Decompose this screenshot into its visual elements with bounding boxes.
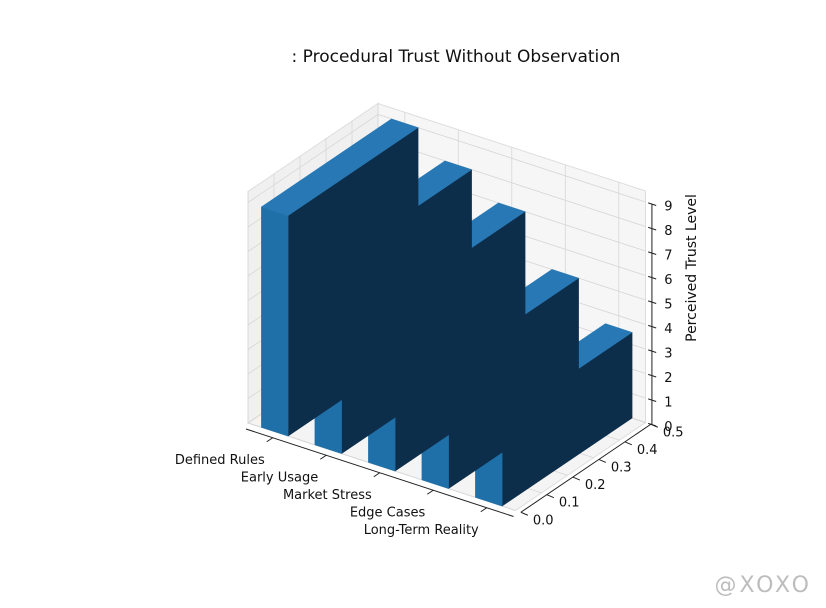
z-tick-label: 5 <box>664 298 672 313</box>
y-tick <box>650 423 659 428</box>
z-tick <box>648 202 657 206</box>
axes: 0 1 2 3 4 5 6 7 8 9 Defined Rules Early Usage Market… <box>175 200 684 538</box>
chart-title: : Procedural Trust Without Observation <box>292 47 621 67</box>
x-tick-label: Edge Cases <box>350 505 426 520</box>
z-tick <box>648 251 657 255</box>
z-tick <box>648 349 657 353</box>
z-tick-label: 1 <box>664 396 672 411</box>
y-tick <box>624 441 633 446</box>
z-tick <box>648 324 657 329</box>
z-tick <box>648 226 657 231</box>
z-tick <box>648 398 657 402</box>
y-tick <box>546 494 555 499</box>
x-tick <box>319 454 327 460</box>
x-tick <box>480 507 488 513</box>
x-tick-label: Market Stress <box>283 488 372 503</box>
z-tick-label: 0 <box>664 420 672 435</box>
x-tick <box>426 489 434 495</box>
z-tick-label: 6 <box>664 273 672 288</box>
y-tick-label: 0.1 <box>559 496 580 511</box>
z-tick-label: 9 <box>664 200 672 215</box>
z-tick-label: 3 <box>664 347 672 362</box>
y-tick-label: 0.4 <box>637 443 658 458</box>
y-tick <box>598 458 607 463</box>
bars <box>260 118 633 507</box>
x-tick <box>373 472 381 478</box>
y-tick <box>520 511 529 516</box>
z-tick <box>648 275 657 280</box>
bar-top-face <box>260 118 419 216</box>
y-tick-label: 0.0 <box>533 513 554 528</box>
y-tick-label: 0.2 <box>585 478 606 493</box>
watermark: @XOXO <box>714 573 812 598</box>
x-tick <box>266 437 274 443</box>
z-tick-label: 7 <box>664 249 672 264</box>
x-tick-label: Long-Term Reality <box>364 523 479 538</box>
x-tick-label: Early Usage <box>241 470 318 485</box>
bar-front-face <box>261 206 289 437</box>
z-tick-label: 2 <box>664 371 672 386</box>
bar-defined-rules <box>260 118 419 437</box>
x-tick-label: Defined Rules <box>175 453 265 468</box>
z-axis-label: Perceived Trust Level <box>684 194 700 342</box>
z-tick <box>648 300 657 304</box>
z-tick-label: 8 <box>664 224 672 239</box>
y-tick <box>572 476 581 481</box>
y-axis-line <box>520 423 652 513</box>
z-tick-label: 4 <box>664 322 672 337</box>
y-tick-label: 0.5 <box>663 425 684 440</box>
y-tick-label: 0.3 <box>611 460 632 475</box>
z-tick <box>648 373 657 378</box>
